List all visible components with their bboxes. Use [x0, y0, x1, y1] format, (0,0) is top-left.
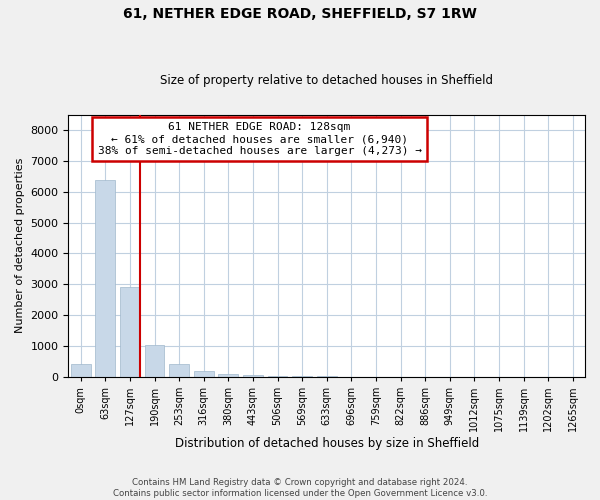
Bar	[317, 376, 337, 377]
Text: 61 NETHER EDGE ROAD: 128sqm
← 61% of detached houses are smaller (6,940)
38% of : 61 NETHER EDGE ROAD: 128sqm ← 61% of det…	[98, 122, 422, 156]
Bar	[218, 374, 238, 377]
Text: Contains HM Land Registry data © Crown copyright and database right 2024.
Contai: Contains HM Land Registry data © Crown c…	[113, 478, 487, 498]
X-axis label: Distribution of detached houses by size in Sheffield: Distribution of detached houses by size …	[175, 437, 479, 450]
Bar	[194, 372, 214, 377]
Bar	[243, 375, 263, 377]
Bar	[71, 364, 91, 377]
Bar	[120, 288, 140, 377]
Y-axis label: Number of detached properties: Number of detached properties	[15, 158, 25, 334]
Bar	[95, 180, 115, 377]
Bar	[268, 376, 287, 377]
Text: 61, NETHER EDGE ROAD, SHEFFIELD, S7 1RW: 61, NETHER EDGE ROAD, SHEFFIELD, S7 1RW	[123, 8, 477, 22]
Bar	[145, 346, 164, 377]
Bar	[292, 376, 312, 377]
Title: Size of property relative to detached houses in Sheffield: Size of property relative to detached ho…	[160, 74, 493, 87]
Bar	[169, 364, 189, 377]
